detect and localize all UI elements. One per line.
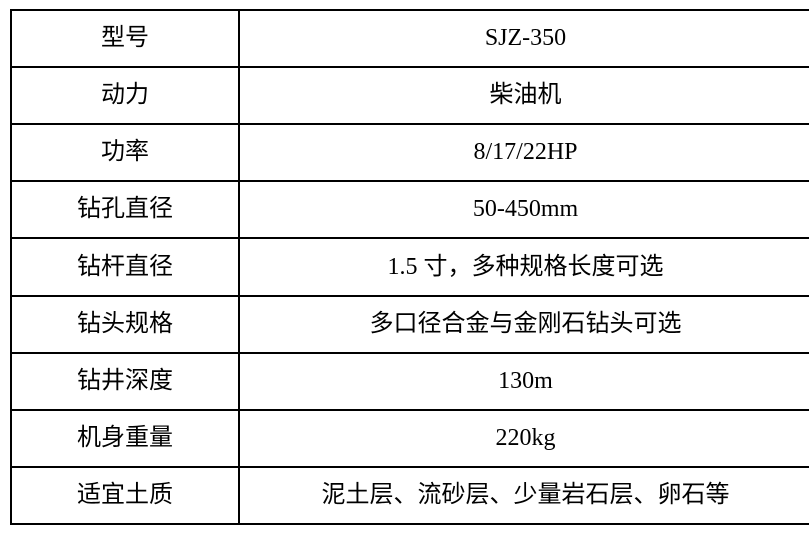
table-row: 适宜土质 泥土层、流砂层、少量岩石层、卵石等 <box>10 465 809 526</box>
spec-label-horsepower: 功率 <box>10 123 240 183</box>
spec-value-model: SJZ-350 <box>238 8 809 69</box>
spec-label-suitable-soil: 适宜土质 <box>10 465 240 526</box>
table-row: 钻孔直径 50-450mm <box>10 180 809 240</box>
spec-value-power-source: 柴油机 <box>238 66 809 126</box>
spec-value-bit-spec: 多口径合金与金刚石钻头可选 <box>238 294 809 354</box>
spec-table: 型号 SJZ-350 动力 柴油机 功率 8/17/22HP 钻孔直径 50-4… <box>10 8 809 526</box>
table-row: 型号 SJZ-350 <box>10 8 809 69</box>
spec-label-drilling-depth: 钻井深度 <box>10 351 240 411</box>
table-row: 钻杆直径 1.5 寸，多种规格长度可选 <box>10 237 809 297</box>
spec-value-drilling-depth: 130m <box>238 351 809 411</box>
table-row: 机身重量 220kg <box>10 408 809 468</box>
spec-label-power-source: 动力 <box>10 66 240 126</box>
spec-label-rod-diameter: 钻杆直径 <box>10 237 240 297</box>
spec-value-horsepower: 8/17/22HP <box>238 123 809 183</box>
spec-label-model: 型号 <box>10 8 240 69</box>
table-row: 动力 柴油机 <box>10 66 809 126</box>
spec-value-hole-diameter: 50-450mm <box>238 180 809 240</box>
spec-table-container: 型号 SJZ-350 动力 柴油机 功率 8/17/22HP 钻孔直径 50-4… <box>10 8 809 526</box>
spec-label-bit-spec: 钻头规格 <box>10 294 240 354</box>
table-row: 钻井深度 130m <box>10 351 809 411</box>
spec-label-hole-diameter: 钻孔直径 <box>10 180 240 240</box>
spec-value-machine-weight: 220kg <box>238 408 809 468</box>
table-row: 功率 8/17/22HP <box>10 123 809 183</box>
spec-value-rod-diameter: 1.5 寸，多种规格长度可选 <box>238 237 809 297</box>
table-row: 钻头规格 多口径合金与金刚石钻头可选 <box>10 294 809 354</box>
spec-label-machine-weight: 机身重量 <box>10 408 240 468</box>
spec-value-suitable-soil: 泥土层、流砂层、少量岩石层、卵石等 <box>238 465 809 526</box>
